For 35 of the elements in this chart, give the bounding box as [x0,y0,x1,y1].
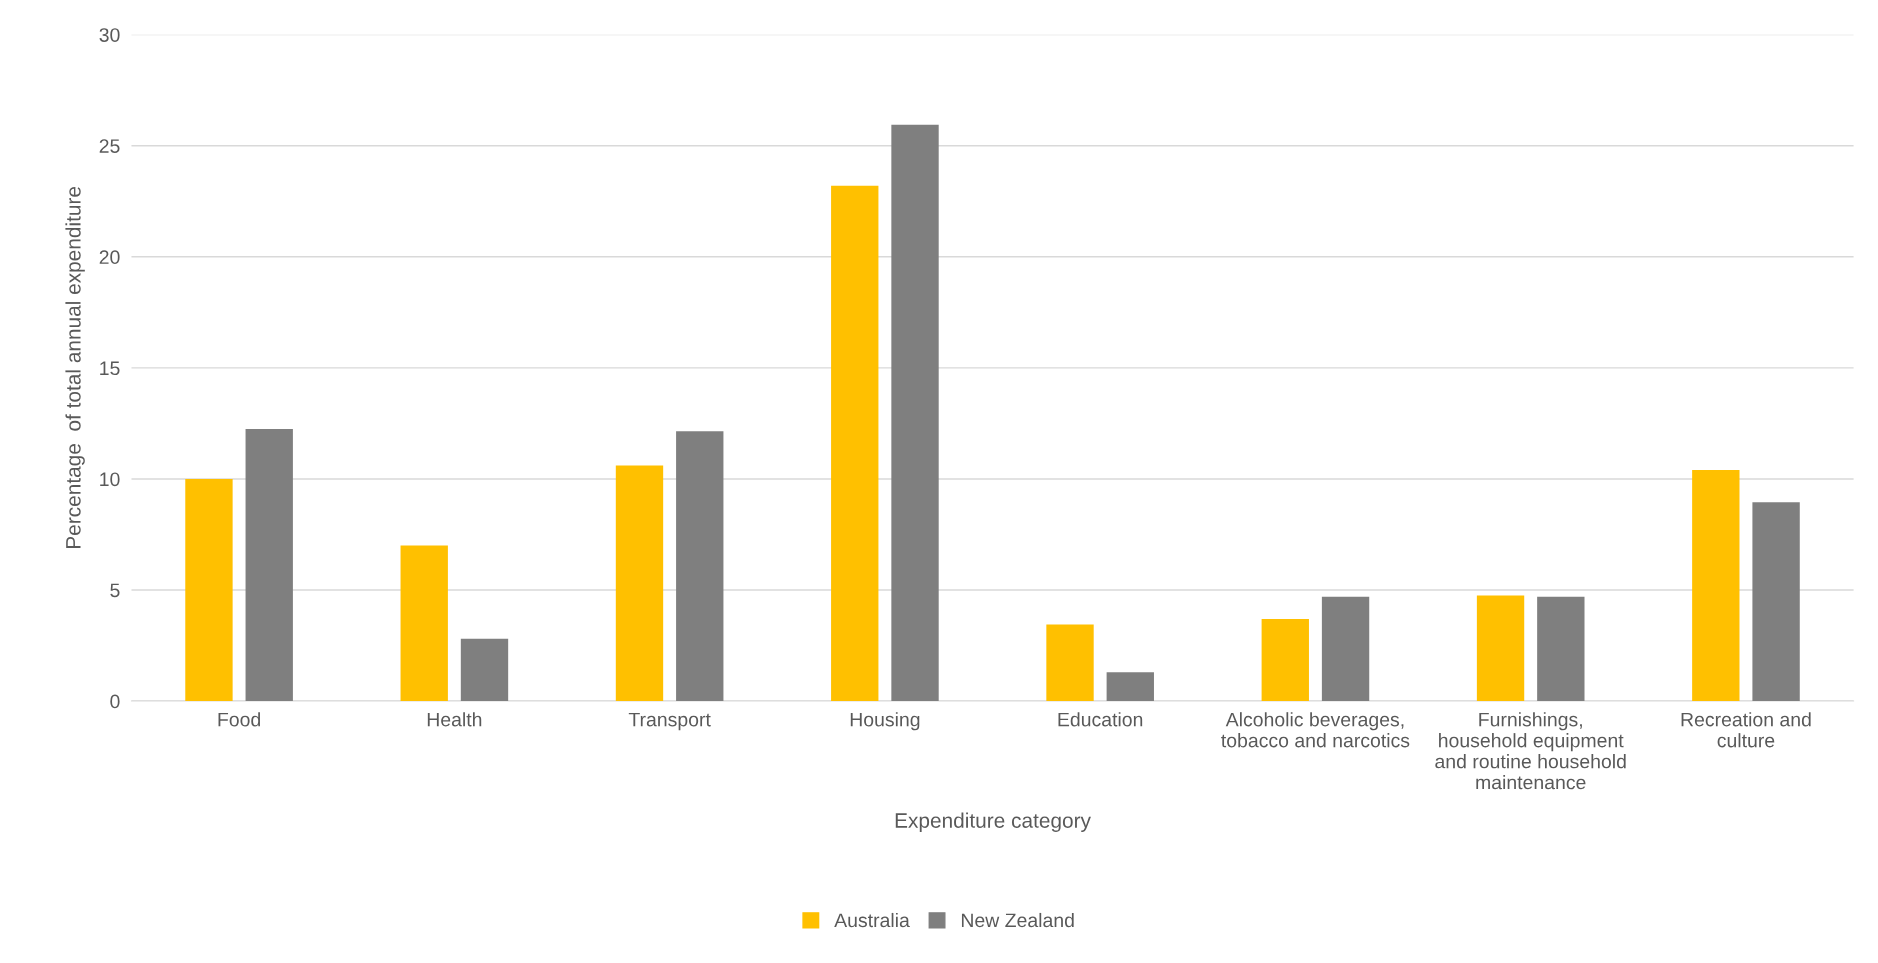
bar [1106,672,1154,702]
x-tick-label: Health [427,712,482,727]
y-tick-label: 25 [99,139,120,153]
bar [1046,624,1094,702]
x-axis-title: Expenditure category [895,812,1091,832]
y-tick-label: 5 [110,583,120,598]
bar [891,124,939,702]
x-tick-label: Food [218,712,260,727]
bar [1261,618,1309,702]
bar [1476,595,1525,702]
x-tick-label: Education [1058,712,1143,727]
bar [676,431,724,702]
y-tick-label: 30 [99,28,120,42]
bar [185,478,233,702]
x-tick-label: Housing [850,712,920,731]
x-tick-label: Transport [628,712,711,731]
bar [1537,596,1585,702]
bar [615,465,664,702]
bar [245,428,293,702]
bar [1752,502,1800,702]
legend-label: Australia [834,912,910,928]
y-tick-label: 15 [100,361,120,376]
x-tick-label: Recreation and culture [1681,712,1811,748]
bar [400,545,448,702]
bar [1321,596,1370,702]
x-tick-label: Furnishings, household equipment and routine household maintenance [1435,712,1626,790]
bar [1692,470,1740,702]
y-tick-label: 20 [99,250,120,265]
x-tick-label: Alcoholic beverages, tobacco and narcotics [1221,712,1410,748]
y-axis-title: Percentage of total annual expenditure [65,186,85,548]
bar [460,638,509,702]
bar [831,185,879,702]
y-tick-label: 0 [110,694,120,709]
y-tick-label: 10 [100,472,120,487]
legend-label: New Zealand [961,912,1074,928]
